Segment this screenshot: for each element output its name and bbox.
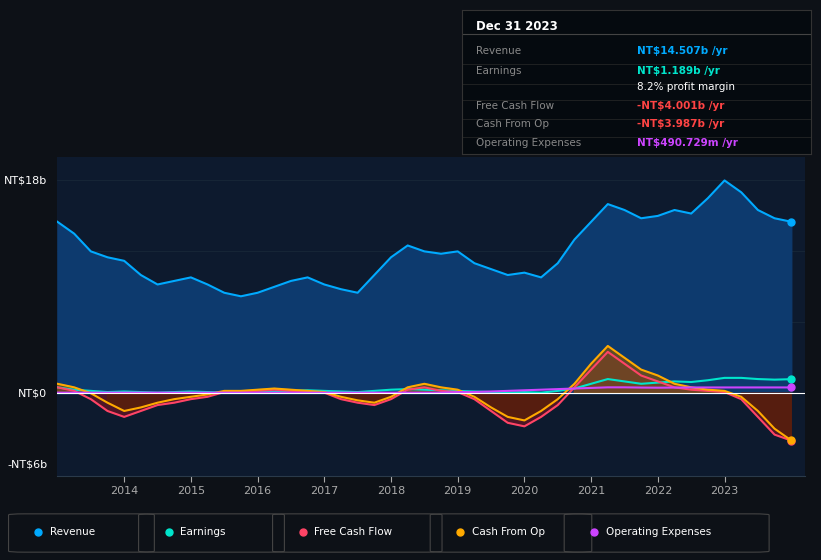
Text: -NT$3.987b /yr: -NT$3.987b /yr	[637, 119, 724, 129]
Text: NT$0: NT$0	[18, 388, 48, 398]
Text: Free Cash Flow: Free Cash Flow	[314, 527, 392, 537]
Text: Operating Expenses: Operating Expenses	[476, 138, 581, 148]
Text: Free Cash Flow: Free Cash Flow	[476, 101, 554, 110]
Text: Operating Expenses: Operating Expenses	[606, 527, 711, 537]
Text: Earnings: Earnings	[476, 66, 521, 76]
Text: -NT$4.001b /yr: -NT$4.001b /yr	[637, 101, 724, 110]
Text: NT$1.189b /yr: NT$1.189b /yr	[637, 66, 719, 76]
Text: NT$490.729m /yr: NT$490.729m /yr	[637, 138, 737, 148]
Text: 8.2% profit margin: 8.2% profit margin	[637, 82, 735, 92]
Text: -NT$6b: -NT$6b	[7, 459, 48, 469]
Text: Revenue: Revenue	[50, 527, 95, 537]
Text: Revenue: Revenue	[476, 46, 521, 55]
Text: Dec 31 2023: Dec 31 2023	[476, 20, 558, 32]
Text: Earnings: Earnings	[181, 527, 226, 537]
Text: Cash From Op: Cash From Op	[472, 527, 545, 537]
Text: Cash From Op: Cash From Op	[476, 119, 549, 129]
Text: NT$14.507b /yr: NT$14.507b /yr	[637, 46, 727, 55]
Text: NT$18b: NT$18b	[4, 175, 48, 185]
